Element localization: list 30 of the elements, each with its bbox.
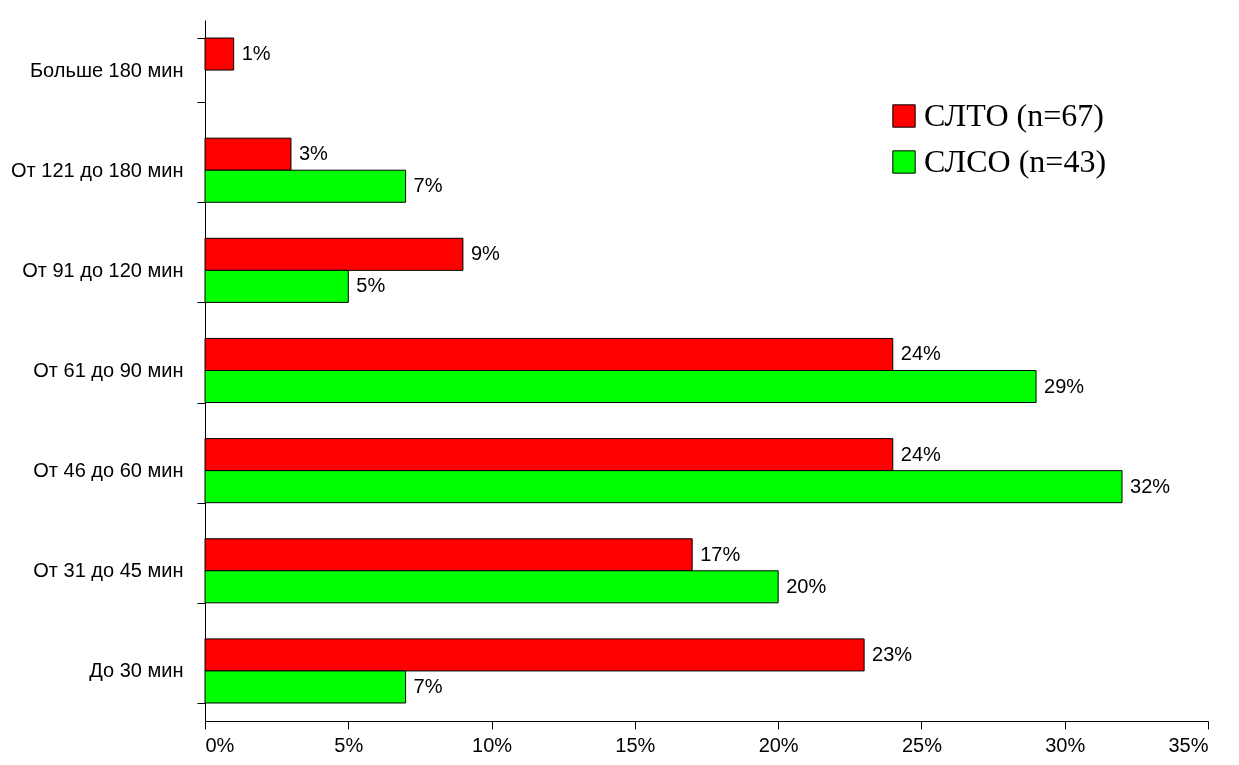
x-tick-label: 35% <box>1168 733 1209 756</box>
data-label: 9% <box>470 242 501 265</box>
y-tick-label: Больше 180 мин <box>29 58 184 81</box>
data-label: 29% <box>1044 374 1085 397</box>
y-tick-label: От 31 до 45 мин <box>33 559 184 582</box>
data-label: 32% <box>1130 474 1171 497</box>
data-label: 7% <box>413 174 443 197</box>
y-tick-label: От 121 до 180 мин <box>11 158 184 181</box>
x-tick-label: 20% <box>758 733 799 756</box>
data-label: 17% <box>700 542 741 565</box>
x-tick-label: 25% <box>901 733 943 756</box>
x-tick-label: 15% <box>615 733 656 756</box>
y-tick-label: До 30 мин <box>89 659 184 682</box>
data-label: 3% <box>298 142 329 165</box>
data-label: 20% <box>786 574 827 597</box>
x-tick-label: 10% <box>472 733 513 756</box>
data-label: 1% <box>241 42 271 65</box>
y-tick-label: От 91 до 120 мин <box>22 258 184 281</box>
data-label: 24% <box>900 342 942 365</box>
data-label: 5% <box>356 274 386 297</box>
y-tick-label: От 46 до 60 мин <box>33 459 184 482</box>
x-tick-label: 30% <box>1045 733 1086 756</box>
y-tick-label: От 61 до 90 мин <box>33 359 184 381</box>
legend-label: СЛСО (n=43) <box>924 143 1107 179</box>
data-label: 24% <box>900 442 942 465</box>
data-label: 23% <box>872 642 913 665</box>
legend-label: СЛТО (n=67) <box>924 97 1104 133</box>
x-tick-label: 5% <box>334 733 364 756</box>
x-tick-label: 0% <box>205 733 235 756</box>
data-label: 7% <box>413 674 443 697</box>
